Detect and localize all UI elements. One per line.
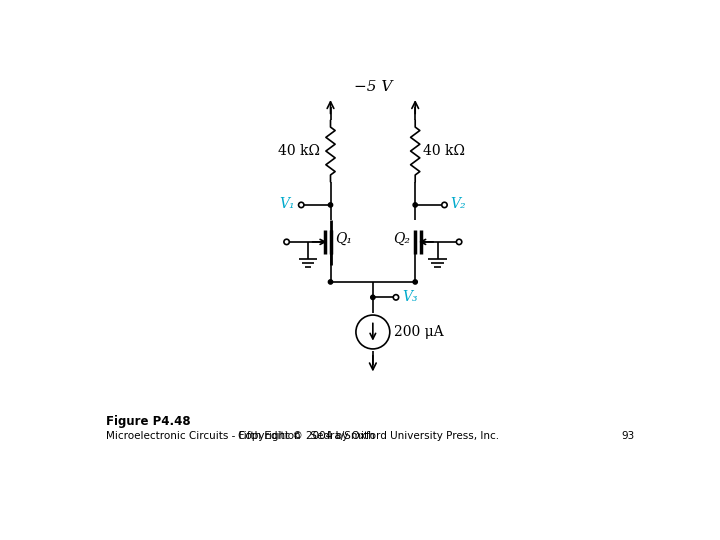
Text: 40 kΩ: 40 kΩ [423, 144, 465, 158]
Text: 40 kΩ: 40 kΩ [278, 144, 320, 158]
Text: Copyright © 2004 by Oxford University Press, Inc.: Copyright © 2004 by Oxford University Pr… [238, 430, 500, 441]
Text: Figure P4.48: Figure P4.48 [106, 415, 190, 428]
Text: V₃: V₃ [402, 289, 418, 303]
Text: Microelectronic Circuits - Fifth Edition   Sedra/Smith: Microelectronic Circuits - Fifth Edition… [106, 430, 374, 441]
Text: V₂: V₂ [451, 197, 467, 211]
Text: Q₂: Q₂ [394, 232, 410, 246]
Circle shape [328, 203, 333, 207]
Text: 93: 93 [621, 430, 634, 441]
Text: −5 V: −5 V [354, 80, 392, 94]
Circle shape [371, 295, 375, 300]
Text: Q₁: Q₁ [335, 232, 352, 246]
Circle shape [413, 203, 418, 207]
Circle shape [413, 280, 418, 284]
Text: 200 μA: 200 μA [395, 325, 444, 339]
Circle shape [328, 280, 333, 284]
Text: V₁: V₁ [279, 197, 295, 211]
